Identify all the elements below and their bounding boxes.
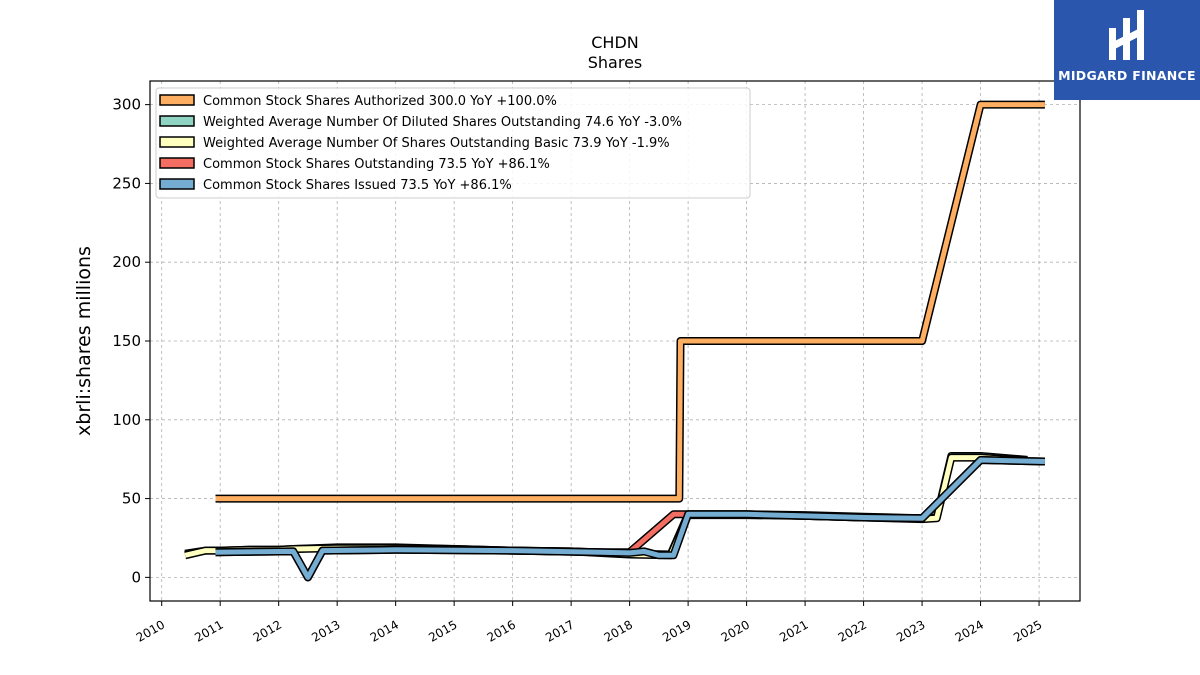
x-tick-label: 2016 [485,617,518,644]
y-tick-label: 150 [112,332,141,350]
brand-name: MIDGARD FINANCE [1058,68,1196,83]
y-tick-label: 50 [122,490,141,508]
x-tick-label: 2012 [251,617,284,644]
chart-subtitle: Shares [588,53,643,72]
x-tick-label: 2015 [426,617,459,644]
y-tick-label: 250 [112,174,141,192]
series-line [184,455,1028,558]
x-tick-label: 2014 [368,617,401,644]
x-tick-label: 2018 [602,617,635,644]
x-axis-ticks: 2010 2011 2012 2013 2014 2015 2016 2017 2018 2019… [134,601,1045,645]
series-outline [184,452,1028,559]
x-tick-label: 2020 [719,617,752,644]
legend-label: Common Stock Shares Outstanding 73.5 YoY… [203,157,550,172]
legend-label: Common Stock Shares Issued 73.5 YoY +86.… [203,178,512,193]
x-tick-label: 2022 [836,617,869,644]
y-tick-label: 100 [112,411,141,429]
x-tick-label: 2021 [777,617,810,644]
y-axis-label: xbrli:shares millions [73,246,95,436]
series-line [215,457,1045,580]
x-tick-label: 2019 [660,617,693,644]
legend-swatch [159,157,195,169]
legend-swatch [159,136,195,148]
x-tick-label: 2017 [543,617,576,644]
x-tick-label: 2024 [953,617,986,644]
series-line [215,102,1045,502]
brand-logo: MIDGARD FINANCE [1054,0,1200,100]
legend-label: Common Stock Shares Authorized 300.0 YoY… [203,94,557,109]
y-tick-label: 0 [131,568,141,586]
x-tick-label: 2025 [1011,617,1044,644]
brand-mark-icon [1109,10,1144,60]
x-tick-label: 2011 [192,617,225,644]
x-tick-label: 2010 [134,617,167,644]
legend: Common Stock Shares Authorized 300.0 YoY… [155,87,751,199]
x-tick-label: 2013 [309,617,342,644]
y-axis-ticks: 0 50 100 150 200 250 300 [112,96,150,586]
legend-swatch [159,94,195,106]
x-tick-label: 2023 [894,617,927,644]
y-tick-label: 300 [112,96,141,114]
series-lines [184,100,1045,582]
series-line [184,453,1028,557]
legend-swatch [159,178,195,190]
legend-label: Weighted Average Number Of Shares Outsta… [203,136,670,151]
legend-swatch [159,115,195,127]
legend-box [155,87,751,199]
legend-label: Weighted Average Number Of Diluted Share… [203,115,682,130]
y-tick-label: 200 [112,253,141,271]
chart-title: CHDN [591,33,639,52]
series-outline [184,453,1028,560]
